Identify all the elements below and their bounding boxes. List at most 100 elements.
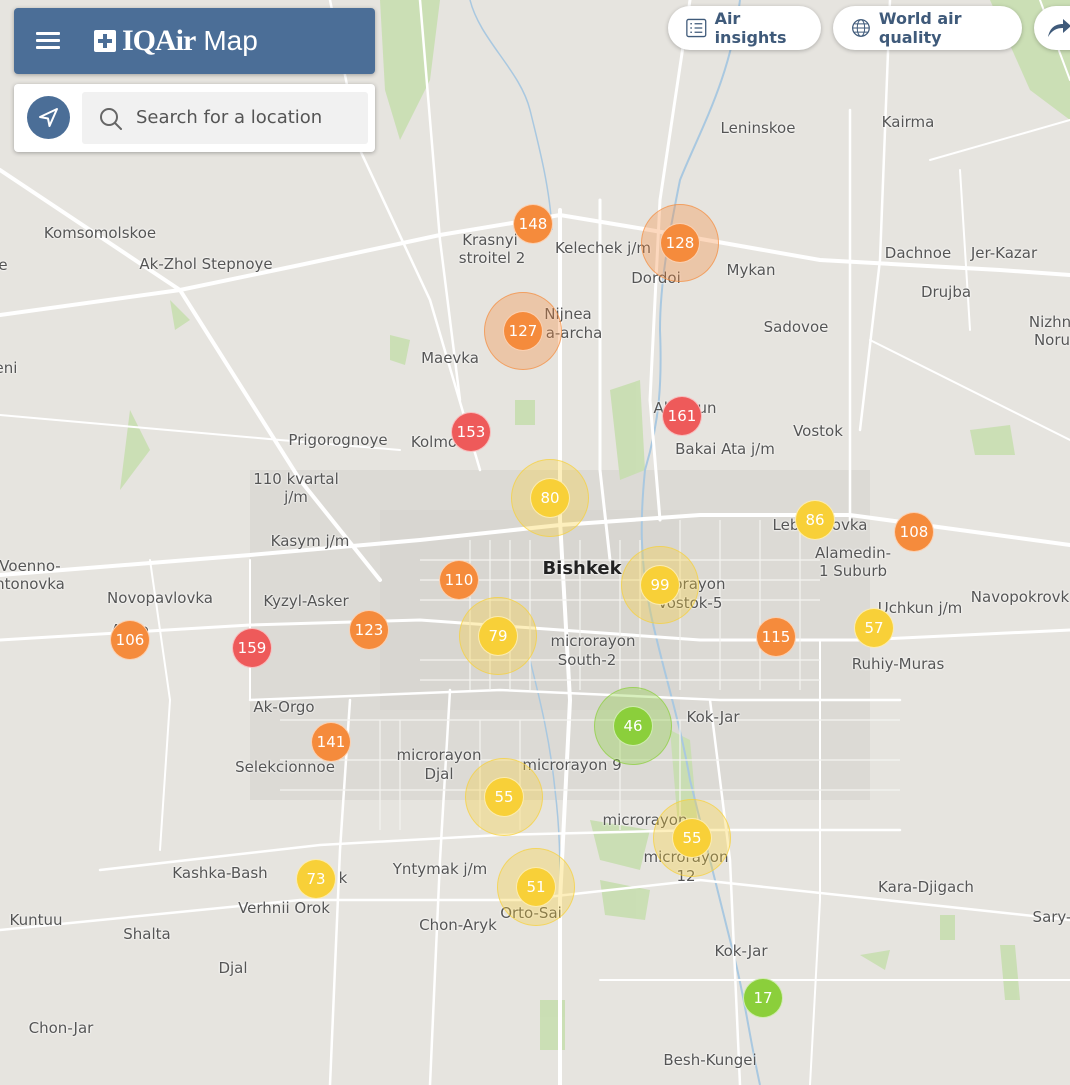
place-label: Maevka [421,349,479,367]
aqi-cluster-marker[interactable]: 55 [465,758,543,836]
place-label: Komsomolskoe [43,224,157,242]
place-label: Nizhn [1028,313,1070,331]
place-label: Shalta [123,925,171,943]
search-field[interactable] [82,92,368,144]
aqi-station-marker[interactable]: 141 [309,720,353,764]
aqi-value: 159 [232,628,272,668]
place-label: Ak-Zhol Stepnoye [139,255,273,273]
place-label: Bakai Ata j/m [675,440,775,458]
app-header: IQAir Map [14,8,375,74]
aqi-cluster-marker[interactable]: 79 [459,597,537,675]
aqi-station-marker[interactable]: 115 [754,615,798,659]
aqi-value: 17 [743,978,783,1018]
air-insights-label: Air insights [714,9,787,47]
aqi-cluster-marker[interactable]: 127 [484,292,562,370]
place-label: Chon-Jar [28,1019,94,1037]
aqi-value: 51 [516,867,556,907]
aqi-value: 128 [660,223,700,263]
aqi-station-marker[interactable]: 57 [852,606,896,650]
place-label: Kok-Jar [686,708,740,726]
list-document-icon [686,18,707,38]
place-label: Dachnoe [884,244,952,262]
place-label: Selekcionnoe [235,758,335,776]
place-label: ntonovka [0,575,65,593]
aqi-station-marker[interactable]: 73 [294,857,338,901]
place-label: Bishkek [542,558,622,579]
aqi-value: 57 [854,608,894,648]
aqi-value: 115 [756,617,796,657]
share-arrow-icon [1048,19,1070,37]
aqi-station-marker[interactable]: 17 [741,976,785,1020]
aqi-cluster-marker[interactable]: 55 [653,799,731,877]
place-label: Besh-Kungei [663,1051,757,1069]
aqi-value: 148 [513,204,553,244]
aqi-value: 46 [613,706,653,746]
aqi-value: 161 [662,396,702,436]
aqi-value: 80 [530,478,570,518]
place-label: Kyzyl-Asker [263,592,349,610]
aqi-station-marker[interactable]: 161 [660,394,704,438]
aqi-cluster-marker[interactable]: 46 [594,687,672,765]
search-input[interactable] [134,106,358,129]
place-label: Jer-Kazar [970,244,1038,262]
aqi-station-marker[interactable]: 106 [108,618,152,662]
brand-name: IQAir [122,24,196,57]
place-label: 1 Suburb [818,562,888,580]
place-label: Sary- [1032,908,1070,926]
place-label: Kok-Jar [714,942,768,960]
place-label: Kara-Djigach [878,878,974,896]
place-label: Voenno- [0,557,61,575]
place-label: k [338,869,348,887]
aqi-value: 55 [672,818,712,858]
globe-icon [852,19,870,37]
place-label: Sadovoe [763,318,829,336]
aqi-station-marker[interactable]: 108 [892,510,936,554]
iqair-logo[interactable]: IQAir Map [94,24,258,58]
aqi-cluster-marker[interactable]: 80 [511,459,589,537]
place-label: Mykan [726,261,776,279]
place-label: eni [0,359,18,377]
aqi-station-marker[interactable]: 86 [793,498,837,542]
aqi-cluster-marker[interactable]: 51 [497,848,575,926]
aqi-station-marker[interactable]: 159 [230,626,274,670]
place-label: Kairma [881,113,935,131]
aqi-value: 55 [484,777,524,817]
place-label: Verhnii Orok [238,899,330,917]
menu-icon[interactable] [36,32,60,50]
place-label: Yntymak j/m [392,860,488,878]
place-label: Ak-Orgo [253,698,315,716]
aqi-value: 141 [311,722,351,762]
place-label: Kelechek j/m [555,239,651,257]
aqi-value: 86 [795,500,835,540]
aqi-cluster-marker[interactable]: 128 [641,204,719,282]
aqi-value: 106 [110,620,150,660]
place-label: 110 kvartal [253,470,339,488]
place-label: Vostok [793,422,843,440]
place-label: Djal [218,959,248,977]
share-button[interactable] [1034,6,1070,50]
place-label: microrayon [550,632,636,650]
world-air-quality-button[interactable]: World air quality [833,6,1022,50]
place-label: Djal [424,765,454,783]
aqi-station-marker[interactable]: 123 [347,608,391,652]
navigation-arrow-icon [39,108,58,127]
aqi-cluster-marker[interactable]: 99 [621,546,699,624]
place-label: e [0,256,8,274]
place-label: stroitel 2 [458,249,526,267]
aqi-value: 73 [296,859,336,899]
place-label: Krasnyi [462,231,518,249]
aqi-station-marker[interactable]: 148 [511,202,555,246]
aqi-station-marker[interactable]: 153 [449,410,493,454]
place-label: South-2 [557,651,617,669]
locate-me-button[interactable] [27,96,70,139]
air-insights-button[interactable]: Air insights [668,6,821,50]
place-label: Noru [1033,331,1070,349]
place-label: Ruhiy-Muras [851,655,945,673]
world-air-quality-label: World air quality [878,9,962,47]
place-label: Leninskoe [720,119,796,137]
aqi-value: 153 [451,412,491,452]
aqi-station-marker[interactable]: 110 [437,558,481,602]
place-label: microrayon [396,746,482,764]
search-icon [100,108,122,130]
